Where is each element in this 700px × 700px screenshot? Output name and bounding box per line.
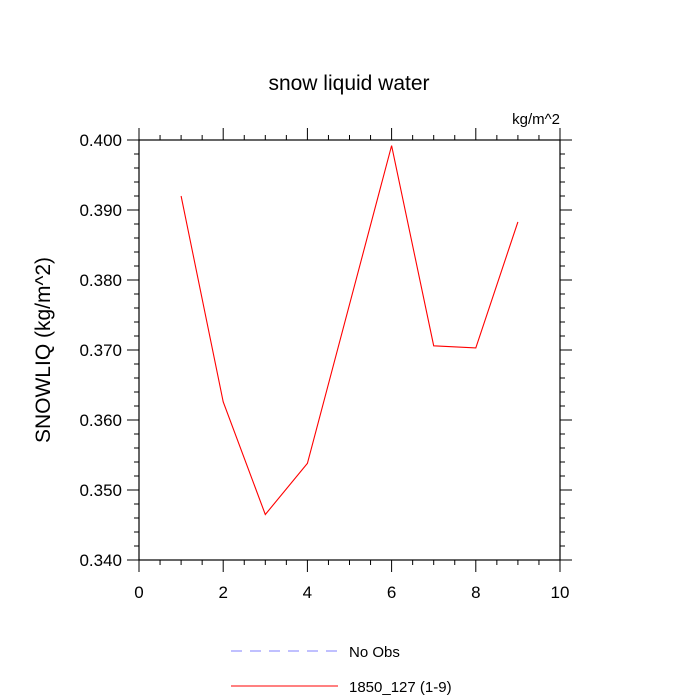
legend-label: No Obs [349,644,400,661]
series-line [180,145,519,516]
x-tick-label: 6 [387,583,396,602]
x-tick-label: 2 [218,583,227,602]
tick-labels: 0 2 4 6 8 10 0.340 0.350 0.360 0.370 0.380 0.390 0.4… [79,131,569,602]
legend: No Obs 1850_127 (1-9) [231,644,452,696]
x-tick-label: 10 [551,583,570,602]
x-tick-label: 8 [471,583,480,602]
legend-label: 1850_127 (1-9) [349,679,452,696]
units-label: kg/m^2 [512,111,560,128]
x-tick-label: 0 [134,583,143,602]
y-tick-label: 0.390 [79,201,122,220]
y-axis-label: SNOWLIQ (kg/m^2) [32,257,55,443]
axis-ticks [127,128,572,572]
y-tick-label: 0.380 [79,271,122,290]
y-tick-label: 0.360 [79,411,122,430]
chart-title: snow liquid water [268,72,429,95]
y-tick-label: 0.350 [79,481,122,500]
y-tick-label: 0.370 [79,341,122,360]
x-tick-label: 4 [303,583,312,602]
series-layer [180,145,519,516]
plot-frame [138,139,561,561]
y-tick-label: 0.340 [79,551,122,570]
y-tick-label: 0.400 [79,131,122,150]
